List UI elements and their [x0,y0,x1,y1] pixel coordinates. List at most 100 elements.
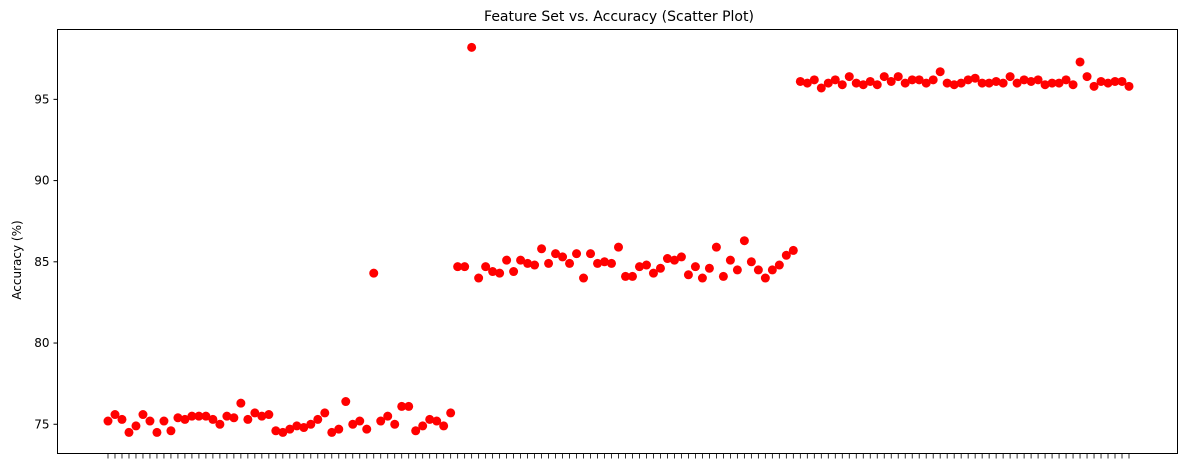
data-point [781,250,791,260]
data-point [942,78,952,88]
data-point [1075,57,1085,67]
data-point [215,419,225,429]
data-point [299,423,309,433]
data-point [732,265,742,275]
data-point [425,414,435,424]
data-points [103,42,1134,437]
data-point [516,255,526,265]
data-point [404,401,414,411]
data-point [110,410,120,420]
data-point [865,76,875,86]
data-point [474,273,484,283]
data-point [788,245,798,255]
data-point [760,273,770,283]
data-point [383,411,393,421]
data-point [250,408,260,418]
data-point [222,411,232,421]
data-point [844,72,854,82]
data-point [830,75,840,85]
data-point [201,411,211,421]
data-point [495,268,505,278]
data-point [837,80,847,90]
data-point [187,411,197,421]
data-point [1047,78,1057,88]
data-point [208,414,218,424]
data-point [914,75,924,85]
data-point [669,255,679,265]
data-point [977,78,987,88]
data-point [579,273,589,283]
data-point [152,427,162,437]
data-point [565,258,575,268]
data-point [690,262,700,272]
data-point [607,258,617,268]
data-point [1117,76,1127,86]
data-point [432,416,442,426]
data-point [1012,78,1022,88]
data-point [537,244,547,254]
data-point [355,416,365,426]
data-point [802,78,812,88]
data-point [292,421,302,431]
data-point [369,268,379,278]
data-point [648,268,658,278]
data-point [921,78,931,88]
data-point [725,255,735,265]
data-point [334,424,344,434]
data-point [1054,78,1064,88]
y-tick-label: 80 [34,336,49,350]
data-point [641,260,651,270]
data-point [439,421,449,431]
data-point [117,414,127,424]
data-point [278,427,288,437]
data-point [411,426,421,436]
data-point [509,267,519,277]
data-point [131,421,141,431]
data-point [963,75,973,85]
data-point [774,260,784,270]
data-point [313,414,323,424]
data-point [676,252,686,262]
data-point [1061,75,1071,85]
data-point [907,75,917,85]
data-point [662,254,672,264]
data-point [1033,75,1043,85]
data-point [390,419,400,429]
data-point [306,419,316,429]
data-point [935,67,945,77]
data-point [956,78,966,88]
data-point [634,262,644,272]
data-point [348,419,358,429]
data-point [467,42,477,52]
data-point [1096,76,1106,86]
data-point [124,427,134,437]
data-point [453,262,463,272]
data-point [1019,75,1029,85]
data-point [159,416,169,426]
data-point [488,267,498,277]
data-point [236,398,246,408]
data-point [746,257,756,267]
data-point [544,258,554,268]
data-point [928,75,938,85]
y-tick-label: 85 [34,255,49,269]
data-point [572,249,582,259]
data-point [586,249,596,259]
data-point [711,242,721,252]
data-point [620,271,630,281]
data-point [893,72,903,82]
data-point [984,78,994,88]
data-point [753,265,763,275]
data-point [285,424,295,434]
data-point [600,257,610,267]
y-axis-ticks: 75 80 85 90 95 [34,92,58,431]
data-point [683,270,693,280]
data-point [264,410,274,420]
data-point [551,249,561,259]
data-point [1124,81,1134,91]
data-point [823,78,833,88]
plot-frame [57,29,1178,454]
data-point [704,263,714,273]
